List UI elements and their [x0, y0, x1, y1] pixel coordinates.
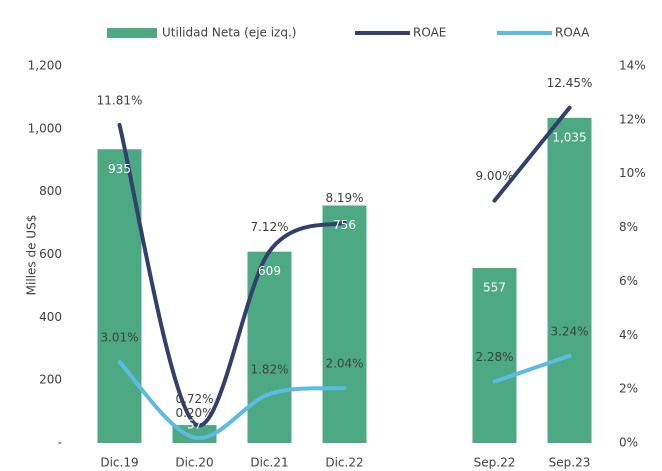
- y-tick-label: 400: [39, 310, 62, 324]
- bar: [472, 268, 517, 443]
- y-axis-label: Milles de US$: [25, 215, 39, 296]
- y2-tick-label: 2%: [619, 382, 638, 396]
- x-tick-label: Sep.23: [549, 456, 591, 470]
- line-value-label: 7.12%: [250, 220, 288, 234]
- x-tick-label: Dic.21: [250, 456, 288, 470]
- y-tick-label: 1,200: [28, 59, 62, 73]
- bar-value-label: 935: [108, 162, 131, 176]
- y2-tick-label: 6%: [619, 274, 638, 288]
- y-tick-label: 1,000: [28, 121, 62, 135]
- bar-value-label: 557: [483, 281, 506, 295]
- y-tick-label: 200: [39, 373, 62, 387]
- y2-tick-label: 4%: [619, 328, 638, 342]
- y2-tick-label: 14%: [619, 59, 646, 73]
- x-tick-label: Dic.20: [175, 456, 213, 470]
- legend-label: Utilidad Neta (eje izq.): [162, 26, 296, 40]
- x-tick-label: Dic.19: [100, 456, 138, 470]
- line-value-label: 0.72%: [175, 392, 213, 406]
- y2-tick-label: 8%: [619, 220, 638, 234]
- legend-label: ROAE: [413, 26, 446, 40]
- y2-tick-label: 12%: [619, 112, 646, 126]
- bar-value-label: 1,035: [552, 130, 586, 144]
- line-value-label: 12.45%: [547, 76, 593, 90]
- bar-value-label: 756: [333, 218, 356, 232]
- bar-value-label: 609: [258, 264, 281, 278]
- bar: [547, 117, 592, 444]
- y-tick-label: 800: [39, 184, 62, 198]
- bar: [322, 205, 367, 443]
- y2-tick-label: 0%: [619, 436, 638, 450]
- y2-tick-label: 10%: [619, 166, 646, 180]
- line-value-label: 1.82%: [250, 362, 288, 376]
- line-value-label: 11.81%: [97, 93, 143, 107]
- line-value-label: 8.19%: [325, 191, 363, 205]
- line-value-label: 3.24%: [550, 324, 588, 338]
- line-value-label: 2.28%: [475, 350, 513, 364]
- line: [117, 353, 572, 440]
- x-tick-label: Dic.22: [325, 456, 363, 470]
- legend-swatch: [107, 28, 157, 38]
- line-value-label: 9.00%: [475, 169, 513, 183]
- legend-label: ROAA: [555, 26, 590, 40]
- bar-value-label: 57: [187, 418, 202, 432]
- line: [117, 105, 572, 428]
- y-tick-label: -: [58, 436, 62, 450]
- line-value-label: 0.20%: [175, 406, 213, 420]
- line-value-label: 2.04%: [325, 357, 363, 371]
- line-value-label: 3.01%: [100, 330, 138, 344]
- x-tick-label: Sep.22: [474, 456, 516, 470]
- y-tick-label: 600: [39, 247, 62, 261]
